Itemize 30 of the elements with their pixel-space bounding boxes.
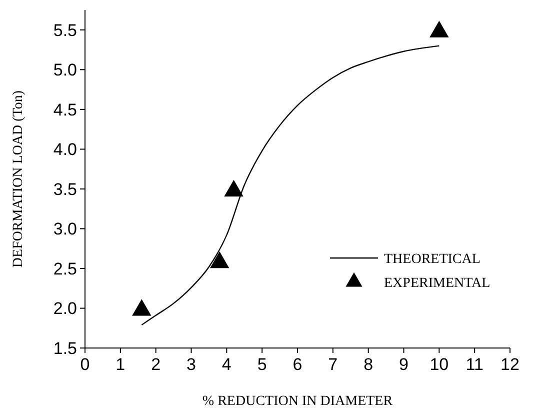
x-tick-label: 10 (430, 355, 449, 374)
x-tick-label: 1 (116, 355, 126, 374)
x-tick-label: 6 (292, 355, 302, 374)
y-tick-label: 2.0 (53, 299, 77, 318)
x-tick-label: 11 (466, 355, 484, 374)
point (210, 251, 230, 268)
point (224, 180, 244, 196)
point (132, 299, 152, 316)
x-tick-label: 8 (364, 355, 374, 374)
y-tick-label: 2.5 (53, 259, 77, 278)
point (430, 20, 449, 38)
y-tick-label: 4.0 (53, 140, 77, 160)
x-tick-label: 9 (399, 355, 408, 374)
x-tick-label: 12 (500, 355, 520, 374)
x-tick-label: 3 (186, 355, 196, 374)
legend-label: THEORETICAL (384, 252, 480, 267)
y-tick-label: 5.5 (53, 20, 77, 40)
x-axis-title: % REDUCTION IN DIAMETER (202, 394, 394, 409)
x-tick-label: 4 (222, 355, 232, 374)
y-tick-label: 5.0 (53, 60, 77, 80)
y-tick-label: 3.5 (53, 180, 77, 199)
y-tick-label: 4.5 (53, 100, 77, 120)
x-tick-label: 0 (80, 355, 90, 374)
x-tick-label: 5 (257, 355, 267, 374)
y-tick-label: 3.0 (53, 220, 77, 239)
y-tick-label: 1.5 (53, 339, 77, 358)
legend-label: EXPERIMENTAL (384, 276, 490, 291)
x-tick-label: 2 (151, 355, 161, 374)
y-axis-title: DEFORMATION LOAD (Ton) (11, 90, 26, 268)
x-tick-label: 7 (328, 355, 338, 374)
